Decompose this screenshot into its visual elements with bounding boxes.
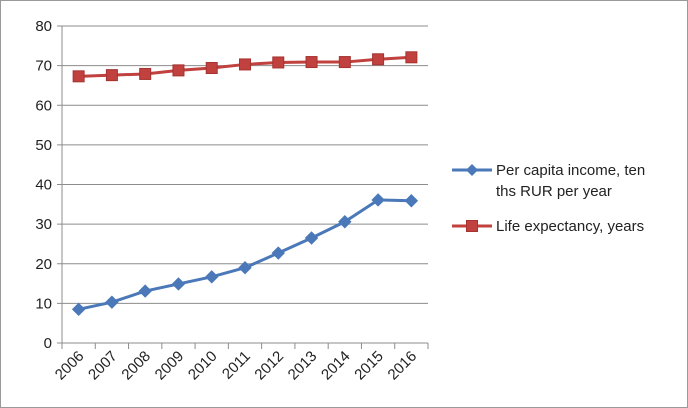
x-tick-label: 2016 <box>385 348 421 384</box>
data-point <box>404 194 419 208</box>
series-line <box>78 198 412 311</box>
data-point <box>171 277 186 291</box>
data-point <box>405 51 418 64</box>
legend-entry-2: Life expectancy, years <box>452 218 644 235</box>
y-tick-labels: 0 10 20 30 40 50 60 70 80 <box>35 18 52 352</box>
x-tick-label: 2013 <box>285 348 321 384</box>
x-tick-label: 2007 <box>85 348 121 384</box>
x-tick-label: 2011 <box>219 348 254 383</box>
data-point <box>205 270 219 284</box>
y-tick-label: 10 <box>35 295 52 312</box>
legend: Per capita income, ten ths RUR per year Li… <box>452 162 645 235</box>
data-point <box>304 231 319 245</box>
series-layer <box>71 51 419 317</box>
legend-entry-1: Per capita income, ten ths RUR per year <box>452 162 645 200</box>
data-point <box>271 246 285 260</box>
y-tick-label: 30 <box>35 216 52 233</box>
y-tick-label: 50 <box>35 137 52 154</box>
data-point <box>338 215 352 229</box>
data-point <box>138 284 152 298</box>
data-point <box>238 261 252 275</box>
y-tick-label: 0 <box>44 335 52 352</box>
x-tick-label: 2010 <box>185 348 221 384</box>
legend-label: Life expectancy, years <box>496 218 644 235</box>
data-point <box>272 56 285 69</box>
y-tick-label: 40 <box>35 177 52 194</box>
x-tick-label: 2014 <box>318 348 354 384</box>
axes <box>57 25 429 349</box>
y-tick-label: 80 <box>35 18 52 35</box>
y-tick-label: 70 <box>35 58 52 75</box>
data-point <box>139 67 152 80</box>
x-tick-label: 2006 <box>52 348 88 384</box>
data-point <box>371 193 385 207</box>
data-point <box>372 53 385 66</box>
data-point <box>105 295 119 309</box>
series-2 <box>72 51 418 83</box>
x-tick-labels: 2006200720082009201020112012201320142015… <box>52 348 420 384</box>
data-point <box>105 69 118 82</box>
legend-label: ths RUR per year <box>496 183 612 200</box>
legend-label: Per capita income, ten <box>496 162 645 179</box>
data-point <box>172 64 185 77</box>
gridlines <box>62 25 428 304</box>
data-point <box>305 56 318 69</box>
legend-marker <box>466 220 478 232</box>
data-point <box>338 56 351 69</box>
data-point <box>71 302 86 317</box>
x-tick-label: 2009 <box>152 348 188 384</box>
x-tick-label: 2008 <box>118 348 154 384</box>
data-point <box>72 70 85 83</box>
x-tick-label: 2012 <box>251 348 287 384</box>
legend-marker <box>466 164 478 176</box>
data-point <box>205 62 218 75</box>
y-tick-label: 60 <box>35 97 52 114</box>
x-tick-label: 2015 <box>351 348 387 384</box>
data-point <box>239 58 251 71</box>
series-1 <box>71 193 419 317</box>
y-tick-label: 20 <box>35 256 52 273</box>
